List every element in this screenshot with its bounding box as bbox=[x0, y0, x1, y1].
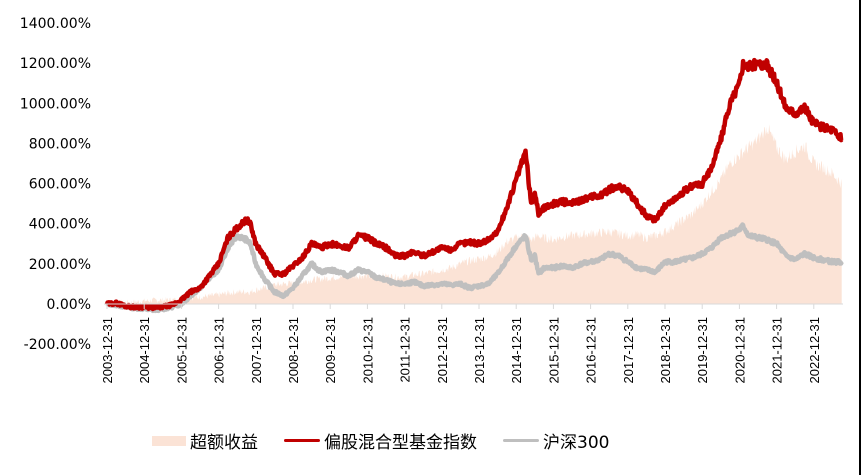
x-tick-label: 2014-12-31 bbox=[509, 317, 524, 384]
legend-label: 沪深300 bbox=[543, 433, 610, 453]
legend: 超额收益 偏股混合型基金指数 沪深300 bbox=[152, 428, 635, 453]
y-tick-label: 1400.00% bbox=[20, 16, 91, 32]
y-tick-label: 600.00% bbox=[29, 177, 91, 193]
legend-item-excess-return: 超额收益 bbox=[152, 428, 258, 453]
legend-label: 偏股混合型基金指数 bbox=[324, 433, 477, 453]
x-tick-label: 2022-12-31 bbox=[807, 317, 822, 384]
x-axis: 2003-12-31 2004-12-31 2005-12-31 2006-12-31… bbox=[100, 304, 822, 384]
fund-index-line bbox=[104, 57, 844, 312]
gray-line-swatch-icon bbox=[503, 439, 539, 442]
excess-return-area bbox=[107, 124, 842, 307]
x-tick-label: 2010-12-31 bbox=[360, 317, 375, 384]
x-tick-label: 2016-12-31 bbox=[584, 317, 599, 384]
x-tick-label: 2018-12-31 bbox=[658, 317, 673, 384]
x-tick-label: 2017-12-31 bbox=[621, 317, 636, 384]
y-tick-label: -200.00% bbox=[24, 337, 91, 353]
area-swatch-icon bbox=[152, 435, 186, 446]
y-tick-label: 400.00% bbox=[29, 217, 91, 233]
right-border bbox=[859, 0, 861, 475]
y-tick-label: 200.00% bbox=[29, 257, 91, 273]
x-tick-label: 2005-12-31 bbox=[174, 317, 189, 384]
x-tick-label: 2013-12-31 bbox=[472, 317, 487, 384]
y-tick-label: 1000.00% bbox=[20, 96, 91, 112]
x-tick-label: 2008-12-31 bbox=[286, 317, 301, 384]
x-tick-label: 2015-12-31 bbox=[546, 317, 561, 384]
x-tick-label: 2020-12-31 bbox=[732, 317, 747, 384]
legend-label: 超额收益 bbox=[190, 433, 258, 453]
y-tick-label: 0.00% bbox=[47, 297, 91, 313]
x-tick-label: 2003-12-31 bbox=[100, 317, 115, 384]
legend-item-hs300: 沪深300 bbox=[503, 428, 609, 453]
legend-item-fund-index: 偏股混合型基金指数 bbox=[284, 428, 477, 453]
y-tick-label: 1200.00% bbox=[20, 56, 91, 72]
red-line-swatch-icon bbox=[284, 439, 320, 442]
plot-area bbox=[104, 57, 844, 314]
x-tick-label: 2004-12-31 bbox=[137, 317, 152, 384]
y-tick-label: 800.00% bbox=[29, 136, 91, 152]
x-tick-label: 2019-12-31 bbox=[695, 317, 710, 384]
y-axis: 1400.00% 1200.00% 1000.00% 800.00% 600.00% 40… bbox=[20, 16, 91, 353]
hs300-line bbox=[105, 222, 844, 314]
x-tick-label: 2006-12-31 bbox=[212, 317, 227, 384]
x-tick-label: 2021-12-31 bbox=[770, 317, 785, 384]
x-tick-label: 2009-12-31 bbox=[323, 317, 338, 384]
x-tick-label: 2011-12-31 bbox=[398, 317, 413, 383]
x-tick-label: 2007-12-31 bbox=[249, 317, 264, 384]
x-tick-label: 2012-12-31 bbox=[435, 317, 450, 384]
